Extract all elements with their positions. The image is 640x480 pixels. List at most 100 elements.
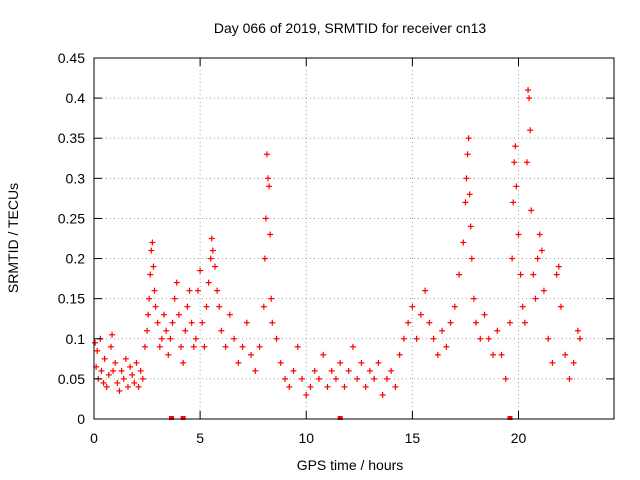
data-point [110, 367, 117, 374]
y-axis-label: SRMTID / TECUs [5, 183, 21, 293]
data-point [139, 375, 146, 382]
data-point [447, 319, 454, 326]
data-point [303, 391, 310, 398]
data-point [525, 87, 532, 94]
data-point [574, 327, 581, 334]
data-point [566, 375, 573, 382]
data-point [462, 199, 469, 206]
data-point [269, 319, 276, 326]
data-point [205, 279, 212, 286]
data-point [152, 303, 159, 310]
data-point [320, 351, 327, 358]
data-point [209, 247, 216, 254]
data-point [430, 335, 437, 342]
data-point [536, 231, 543, 238]
y-tick-label: 0.35 [58, 130, 85, 146]
data-point [149, 239, 156, 246]
y-axis: 0 0.05 0.1 0.15 0.2 0.25 0.3 0.35 0.4 0.45 [58, 50, 614, 427]
data-point [553, 271, 560, 278]
y-tick-label: 0.1 [66, 331, 86, 347]
data-point [116, 387, 123, 394]
data-point [538, 247, 545, 254]
data-point [94, 347, 101, 354]
data-point [481, 311, 488, 318]
data-point [231, 335, 238, 342]
x-tick-label: 0 [90, 430, 98, 446]
plot-frame [93, 57, 615, 420]
data-point [545, 335, 552, 342]
data-point [358, 359, 365, 366]
data-point [439, 327, 446, 334]
data-point [466, 191, 473, 198]
data-point [405, 319, 412, 326]
data-point [186, 287, 193, 294]
data-point [341, 383, 348, 390]
data-point [243, 319, 250, 326]
scatter-series [92, 87, 584, 420]
data-point [465, 135, 472, 142]
data-point [294, 343, 301, 350]
data-point [184, 303, 191, 310]
data-point [182, 327, 189, 334]
data-point [523, 159, 530, 166]
data-point [144, 327, 151, 334]
data-point [169, 319, 176, 326]
data-point [422, 287, 429, 294]
data-point [511, 159, 518, 166]
x-tick-label: 5 [196, 430, 204, 446]
data-point [286, 383, 293, 390]
x-axis: 0 5 10 15 20 [90, 58, 526, 446]
data-point [396, 351, 403, 358]
data-point [103, 383, 110, 390]
data-point [216, 303, 223, 310]
data-point [349, 343, 356, 350]
data-point [527, 127, 534, 134]
data-point [112, 359, 119, 366]
data-point [570, 359, 577, 366]
data-point [150, 263, 157, 270]
data-point [98, 367, 105, 374]
data-point [562, 351, 569, 358]
data-point [354, 375, 361, 382]
data-point [192, 335, 199, 342]
data-point [122, 355, 129, 362]
data-point [101, 355, 108, 362]
data-point [379, 391, 386, 398]
data-point [490, 351, 497, 358]
data-point [262, 215, 269, 222]
data-point [577, 335, 584, 342]
data-point [413, 335, 420, 342]
data-point [434, 351, 441, 358]
data-point [137, 367, 144, 374]
data-point [337, 359, 344, 366]
data-point [307, 383, 314, 390]
data-point [532, 295, 539, 302]
data-point [494, 327, 501, 334]
data-point [120, 375, 127, 382]
baseline-marker [168, 416, 174, 420]
data-point [513, 183, 520, 190]
data-point [299, 375, 305, 382]
data-point [464, 151, 471, 158]
y-tick-label: 0.45 [58, 50, 85, 66]
data-point [199, 319, 206, 326]
data-point [485, 335, 492, 342]
data-point [156, 343, 163, 350]
data-point [158, 335, 165, 342]
data-point [239, 343, 246, 350]
data-point [218, 327, 225, 334]
data-point [124, 383, 131, 390]
data-point [145, 311, 152, 318]
data-point [114, 379, 121, 386]
data-point [107, 343, 114, 350]
data-point [100, 379, 107, 386]
data-point [131, 379, 138, 386]
chart-title: Day 066 of 2019, SRMTID for receiver cn1… [214, 20, 487, 36]
data-point [178, 343, 185, 350]
data-point [171, 295, 178, 302]
data-point [517, 271, 524, 278]
data-point [388, 367, 395, 374]
data-point [154, 319, 161, 326]
data-point [248, 351, 255, 358]
